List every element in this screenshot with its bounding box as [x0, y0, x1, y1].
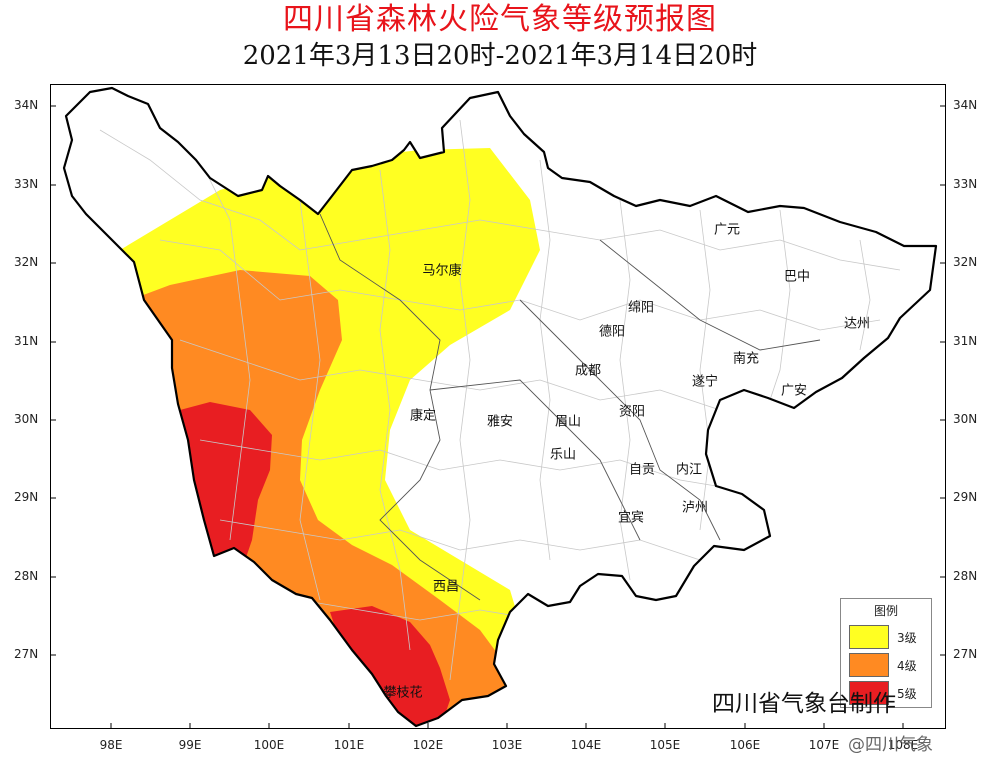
lat-tick-right: 27N	[953, 647, 978, 661]
city-label-chengdu: 成都	[574, 363, 602, 379]
legend-item-level5: 5级	[849, 681, 929, 705]
lon-tick: 105E	[649, 738, 681, 752]
legend-label-level5: 5级	[897, 687, 917, 701]
lon-tick: 99E	[178, 738, 202, 752]
city-label-neijiang: 内江	[675, 462, 703, 478]
city-label-guangyuan: 广元	[713, 222, 741, 238]
map-subtitle: 2021年3月13日20时-2021年3月14日20时	[242, 41, 758, 71]
county-boundaries	[99, 119, 901, 681]
city-label-zigong: 自贡	[628, 462, 656, 478]
legend-item-level3: 3级	[849, 625, 929, 649]
lon-tick: 107E	[808, 738, 840, 752]
lon-tick: 98E	[99, 738, 123, 752]
city-label-yaan: 雅安	[486, 414, 514, 430]
map-title: 四川省森林火险气象等级预报图	[283, 2, 717, 37]
lat-tick-right: 32N	[953, 255, 978, 269]
watermark: @四川气象	[848, 735, 933, 755]
lat-tick-left: 31N	[14, 334, 39, 348]
city-label-ziyang: 资阳	[618, 404, 646, 420]
city-label-nanchong: 南充	[732, 351, 760, 367]
city-label-bazhong: 巴中	[783, 269, 811, 285]
lon-tick: 103E	[491, 738, 523, 752]
lat-tick-left: 27N	[14, 647, 39, 661]
city-label-meishan: 眉山	[554, 414, 582, 430]
lon-tick: 100E	[253, 738, 285, 752]
lat-tick-left: 30N	[14, 412, 39, 426]
lat-tick-left: 28N	[14, 569, 39, 583]
lon-tick: 104E	[570, 738, 602, 752]
city-label-guangan: 广安	[780, 383, 808, 399]
lon-tick: 106E	[729, 738, 761, 752]
city-label-panzhihua: 攀枝花	[383, 685, 423, 701]
city-label-leshan: 乐山	[549, 447, 577, 463]
map-legend: 图例 3级 4级 5级	[840, 598, 932, 708]
lat-tick-right: 28N	[953, 569, 978, 583]
lat-tick-left: 33N	[14, 177, 39, 191]
city-label-mianyang: 绵阳	[627, 300, 655, 316]
map-frame	[50, 84, 946, 729]
city-label-yibin: 宜宾	[617, 510, 645, 526]
lon-tick: 102E	[412, 738, 444, 752]
lon-tick: 101E	[333, 738, 365, 752]
lat-tick-left: 29N	[14, 490, 39, 504]
city-label-kangding: 康定	[409, 408, 437, 424]
city-label-luzhou: 泸州	[681, 500, 709, 516]
lat-tick-right: 30N	[953, 412, 978, 426]
level5-zone-south	[330, 606, 450, 726]
legend-item-level4: 4级	[849, 653, 929, 677]
prefecture-boundaries	[319, 213, 821, 601]
lat-tick-right: 29N	[953, 490, 978, 504]
lat-tick-right: 31N	[953, 334, 978, 348]
legend-title: 图例	[873, 604, 898, 618]
legend-label-level4: 4级	[897, 659, 917, 673]
lat-tick-left: 32N	[14, 255, 39, 269]
city-label-dazhou: 达州	[843, 316, 871, 332]
lat-tick-left: 34N	[14, 98, 39, 112]
city-label-xichang: 西昌	[432, 579, 460, 595]
legend-swatch-level5	[849, 681, 889, 705]
city-label-maerkang: 马尔康	[422, 263, 462, 279]
lat-tick-right: 33N	[953, 177, 978, 191]
producer-credit: 四川省气象台制作	[712, 691, 896, 717]
city-label-deyang: 德阳	[598, 324, 626, 340]
lat-tick-right: 34N	[953, 98, 978, 112]
city-label-suining: 遂宁	[691, 374, 719, 390]
province-outline	[62, 86, 938, 728]
lon-tick: 108E	[887, 738, 919, 752]
legend-swatch-level3	[849, 625, 889, 649]
legend-swatch-level4	[849, 653, 889, 677]
legend-label-level3: 3级	[897, 631, 917, 645]
